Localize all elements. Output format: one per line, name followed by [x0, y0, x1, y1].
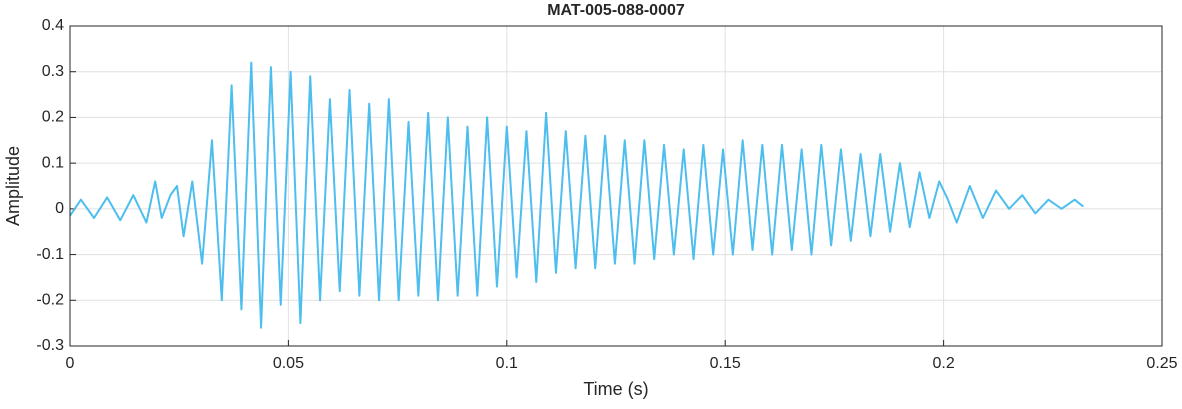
- y-tick-label: 0.4: [42, 17, 64, 34]
- y-tick-label: 0.1: [42, 154, 64, 171]
- x-axis-label: Time (s): [583, 379, 648, 399]
- y-tick-label: 0.2: [42, 109, 64, 126]
- y-axis-label: Amplitude: [3, 146, 23, 226]
- y-tick-label: -0.3: [36, 337, 64, 354]
- plot-area: [70, 26, 1162, 346]
- y-tick-label: 0: [55, 200, 64, 217]
- x-tick-label: 0.25: [1146, 355, 1177, 372]
- x-tick-label: 0.1: [496, 355, 518, 372]
- y-tick-label: -0.1: [36, 246, 64, 263]
- y-tick-label: 0.3: [42, 63, 64, 80]
- chart-title: MAT-005-088-0007: [547, 2, 685, 19]
- x-tick-label: 0.05: [273, 355, 304, 372]
- x-tick-label: 0.2: [932, 355, 954, 372]
- y-tick-label: -0.2: [36, 292, 64, 309]
- axes-box: [69, 25, 1163, 347]
- waveform: [69, 61, 1084, 329]
- x-tick-label: 0: [66, 355, 75, 372]
- x-tick-label: 0.15: [710, 355, 741, 372]
